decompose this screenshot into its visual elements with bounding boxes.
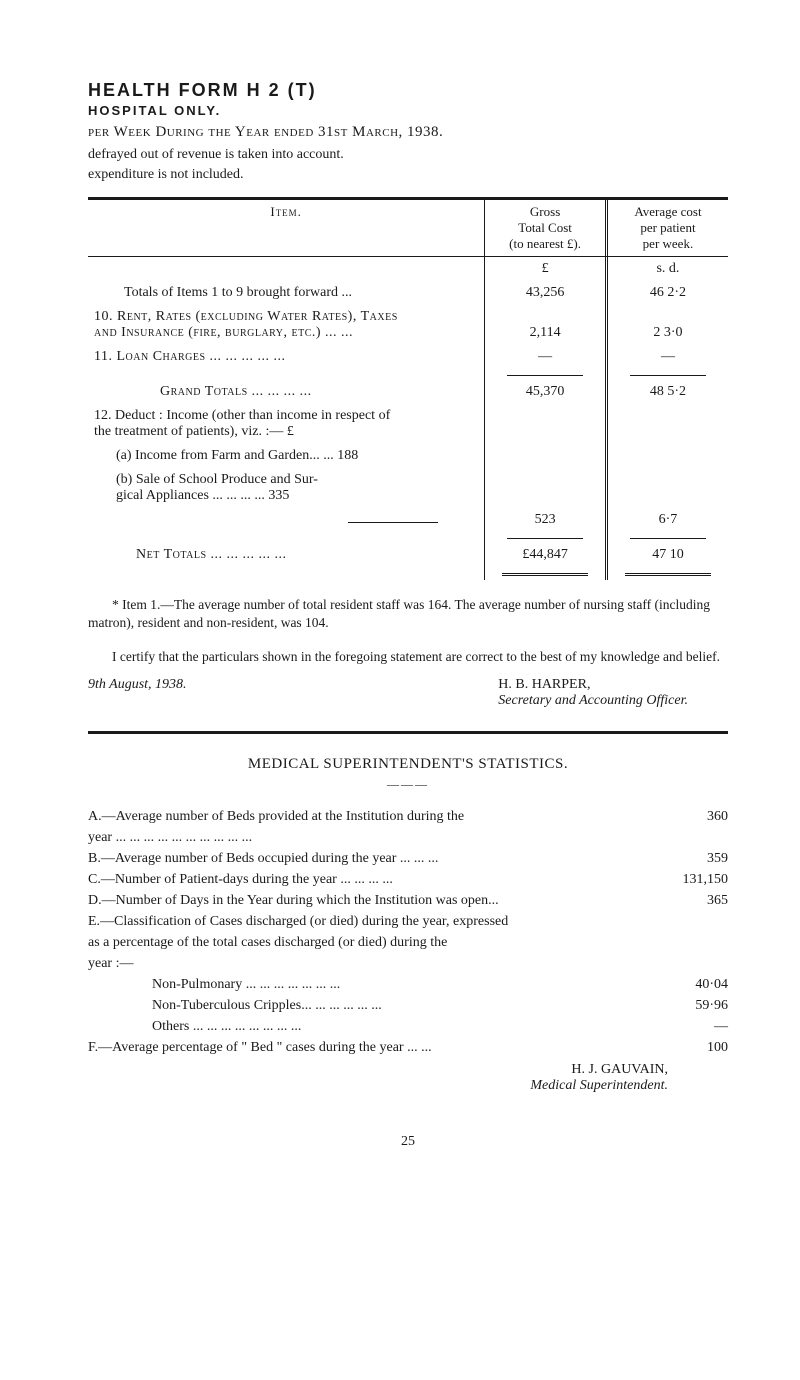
net-cost: £44,847 [485,543,607,567]
row-grand: Grand Totals ... ... ... ... [88,380,485,404]
sub-rule-2 [630,375,706,376]
net-avg: 47 10 [606,543,728,567]
stat-A-val: 360 [648,806,728,848]
dbl-rule-2 [625,573,711,576]
page-number: 25 [88,1134,728,1150]
header-item: Item. [88,200,485,256]
dbl-rule-1 [502,573,588,576]
stats-dash: ——— [88,777,728,792]
avg-1: 2 3·0 [606,305,728,345]
row-net: Net Totals ... ... ... ... ... [88,543,485,567]
stat-A: A.—Average number of Beds provided at th… [88,806,648,848]
cost-table: Item. Gross Total Cost (to nearest £). A… [88,200,728,580]
header-gross: Gross Total Cost (to nearest £). [485,200,607,256]
header-avg: Average cost per patient per week. [606,200,728,256]
stat-C-val: 131,150 [648,869,728,890]
stat-C: C.—Number of Patient-days during the yea… [88,869,648,890]
stat-E: E.—Classification of Cases discharged (o… [88,911,648,974]
deduct-b: (b) Sale of School Produce and Sur- gica… [88,468,485,508]
stat-F: F.—Average percentage of " Bed " cases d… [88,1037,648,1058]
stat-E2: Non-Tuberculous Cripples... ... ... ... … [88,995,648,1016]
per-week-line: per Week During the Year ended 31st Marc… [88,124,728,141]
footnote-certify: I certify that the particulars shown in … [88,648,728,666]
deduct-sum: 523 [485,508,607,532]
grand-cost: 45,370 [485,380,607,404]
deduct-intro: 12. Deduct : Income (other than income i… [88,404,485,444]
stat-E1-val: 40·04 [648,974,728,995]
signature-name: H. B. HARPER, [498,677,688,693]
cost-0: 43,256 [485,281,607,305]
row-loan: 11. Loan Charges ... ... ... ... ... [88,345,485,369]
stat-F-val: 100 [648,1037,728,1058]
stat-E3-val: — [648,1016,728,1037]
stat-B: B.—Average number of Beds occupied durin… [88,848,648,869]
footnote-star: * Item 1.—The average number of total re… [88,596,728,632]
stat-D-val: 365 [648,890,728,911]
avg-2: — [606,345,728,369]
deduct-a: (a) Income from Farm and Garden... ... 1… [88,444,485,468]
hospital-only: HOSPITAL ONLY. [88,103,728,118]
deduct-rule [348,522,438,523]
stats-title: MEDICAL SUPERINTENDENT'S STATISTICS. [88,756,728,773]
defrayed-line: defrayed out of revenue is taken into ac… [88,147,728,163]
stat-E3: Others ... ... ... ... ... ... ... ... [88,1016,648,1037]
stat-D: D.—Number of Days in the Year during whi… [88,890,648,911]
unit-sd: s. d. [606,257,728,281]
expenditure-line: expenditure is not included. [88,167,728,183]
sig2-role: Medical Superintendent. [88,1078,668,1094]
avg-0: 46 2·2 [606,281,728,305]
cost-2: — [485,345,607,369]
sub-rule-1 [507,375,582,376]
unit-pound: £ [485,257,607,281]
row-rent: 10. Rent, Rates (excluding Water Rates),… [88,305,485,345]
sig2-name: H. J. GAUVAIN, [88,1062,668,1078]
signature-role: Secretary and Accounting Officer. [498,693,688,709]
stat-E2-val: 59·96 [648,995,728,1016]
row-totals-forward: Totals of Items 1 to 9 brought forward .… [88,281,485,305]
sub-rule-4 [630,538,706,539]
signature-date: 9th August, 1938. [88,677,187,709]
page-title: HEALTH FORM H 2 (T) [88,80,728,101]
mid-rule [88,731,728,734]
deduct-sum-avg: 6·7 [606,508,728,532]
grand-avg: 48 5·2 [606,380,728,404]
stat-E1: Non-Pulmonary ... ... ... ... ... ... ..… [88,974,648,995]
cost-1: 2,114 [485,305,607,345]
stat-B-val: 359 [648,848,728,869]
sub-rule-3 [507,538,582,539]
